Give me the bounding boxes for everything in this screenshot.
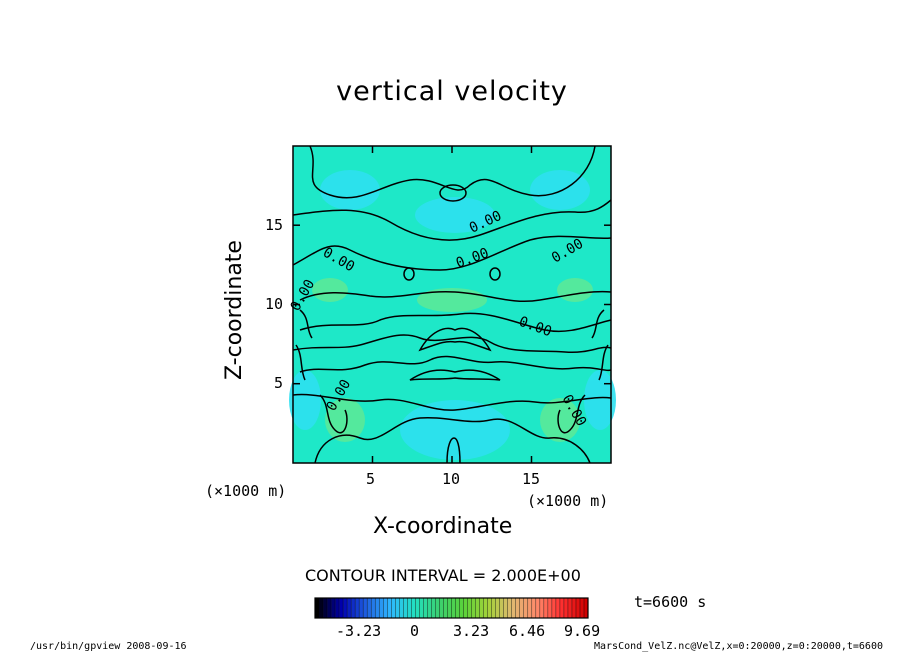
colorbar-segment [323, 598, 328, 618]
colorbar-segment [463, 598, 468, 618]
contour-interval-text: CONTOUR INTERVAL = 2.000E+00 [305, 566, 581, 585]
y-tick-label: 10 [265, 295, 284, 313]
colorbar-segment [327, 598, 332, 618]
colorbar-segment [459, 598, 464, 618]
colorbar-segment [471, 598, 476, 618]
chart-title: vertical velocity [336, 76, 568, 107]
colorbar-segment [531, 598, 536, 618]
colorbar-segment [475, 598, 480, 618]
colorbar-segment [575, 598, 580, 618]
x-axis-label: X-coordinate [373, 514, 513, 539]
y-tick-label: 5 [274, 374, 284, 392]
colorbar-segment [443, 598, 448, 618]
colorbar-segment [395, 598, 400, 618]
colorbar-frame [314, 597, 589, 619]
colorbar-tick-label: -3.23 [336, 622, 382, 640]
colorbar-segment [415, 598, 420, 618]
colorbar-segment [559, 598, 564, 618]
y-unit-label: (×1000 m) [205, 482, 287, 500]
colorbar-segment [515, 598, 520, 618]
colorbar-segment [355, 598, 360, 618]
contour-lines [292, 145, 612, 464]
colorbar-segment [571, 598, 576, 618]
colorbar-segment [499, 598, 504, 618]
colorbar-segment [411, 598, 416, 618]
colorbar-segment [319, 598, 324, 618]
colorbar-segment [435, 598, 440, 618]
colorbar-segment [427, 598, 432, 618]
field-blobs [289, 170, 616, 460]
colorbar-segment [359, 598, 364, 618]
colorbar-segment [491, 598, 496, 618]
colorbar-segment [423, 598, 428, 618]
colorbar-segment [451, 598, 456, 618]
colorbar-segment [579, 598, 584, 618]
colorbar-segment [347, 598, 352, 618]
colorbar-segment [339, 598, 344, 618]
footer-right-text: MarsCond_VelZ.nc@VelZ,x=0:20000,z=0:2000… [594, 641, 883, 652]
x-unit-label: (×1000 m) [527, 492, 609, 510]
colorbar-segment [495, 598, 500, 618]
colorbar-segment [539, 598, 544, 618]
colorbar-segment [439, 598, 444, 618]
colorbar-segment [487, 598, 492, 618]
colorbar-segment [351, 598, 356, 618]
colorbar-tick-label: 6.46 [509, 622, 546, 640]
colorbar-segment [391, 598, 396, 618]
colorbar-segment [383, 598, 388, 618]
time-label: t=6600 s [634, 593, 707, 611]
colorbar-segment [507, 598, 512, 618]
y-tick-label: 15 [265, 216, 284, 234]
colorbar-segment [407, 598, 412, 618]
colorbar-tick-label: 0 [410, 622, 420, 640]
colorbar-segment [527, 598, 532, 618]
colorbar-segment [455, 598, 460, 618]
x-tick-marks [371, 146, 533, 463]
colorbar-segment [379, 598, 384, 618]
colorbar-segment [315, 598, 320, 618]
colorbar-segment [367, 598, 372, 618]
colorbar-segment [331, 598, 336, 618]
colorbar-tick-label: 3.23 [453, 622, 490, 640]
x-tick-label: 5 [366, 470, 376, 488]
colorbar-segment [343, 598, 348, 618]
colorbar-segment [547, 598, 552, 618]
colorbar-segment [535, 598, 540, 618]
colorbar-segment [555, 598, 560, 618]
colorbar-segment [567, 598, 572, 618]
colorbar-segment [375, 598, 380, 618]
colorbar-segment [447, 598, 452, 618]
x-tick-label: 10 [442, 470, 461, 488]
y-tick-marks [293, 224, 611, 385]
colorbar-segment [551, 598, 556, 618]
colorbar-segment [371, 598, 376, 618]
colorbar-segment [583, 598, 588, 618]
colorbar-segment [563, 598, 568, 618]
colorbar-segment [543, 598, 548, 618]
colorbar-segment [519, 598, 524, 618]
colorbar [314, 597, 589, 619]
footer-left-text: /usr/bin/gpview 2008-09-16 [30, 641, 187, 652]
x-tick-label: 15 [522, 470, 541, 488]
colorbar-segment [511, 598, 516, 618]
colorbar-segment [403, 598, 408, 618]
colorbar-tick-label: 9.69 [564, 622, 601, 640]
colorbar-segment [335, 598, 340, 618]
colorbar-segment [479, 598, 484, 618]
colorbar-segment [399, 598, 404, 618]
colorbar-segment [523, 598, 528, 618]
colorbar-segment [431, 598, 436, 618]
colorbar-segment [503, 598, 508, 618]
colorbar-segment [467, 598, 472, 618]
colorbar-segment [387, 598, 392, 618]
y-axis-label: Z-coordinate [222, 240, 247, 380]
colorbar-segment [419, 598, 424, 618]
colorbar-segment [363, 598, 368, 618]
colorbar-segment [483, 598, 488, 618]
